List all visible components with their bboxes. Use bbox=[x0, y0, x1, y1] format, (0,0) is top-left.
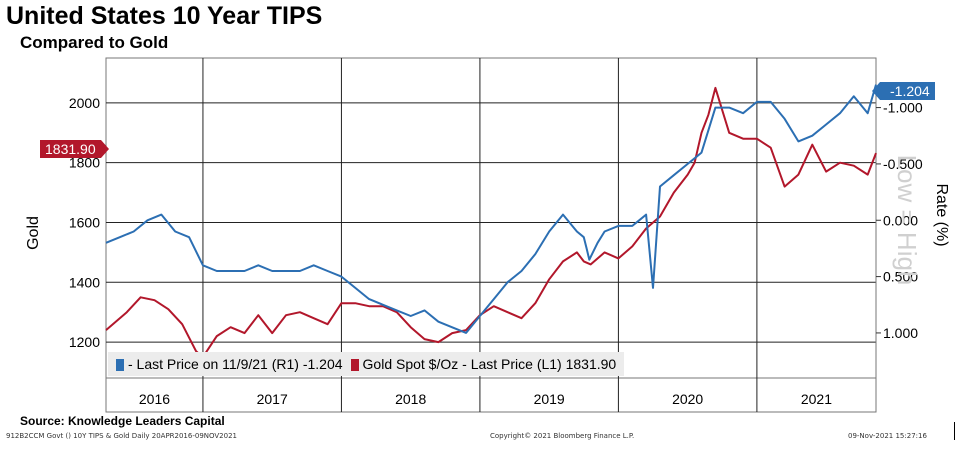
legend: - Last Price on 11/9/21 (R1) -1.204 Gold… bbox=[108, 352, 625, 376]
right-tick-label: -0.500 bbox=[883, 156, 923, 172]
gold-last-price-callout: 1831.90 bbox=[40, 140, 109, 158]
right-tick-label: 0.000 bbox=[883, 212, 918, 228]
legend-label-gold: Gold Spot $/Oz - Last Price (L1) 1831.90 bbox=[362, 356, 617, 372]
legend-label-tips: - Last Price on 11/9/21 (R1) -1.204 bbox=[128, 356, 343, 372]
right-tick-label: 1.000 bbox=[883, 325, 918, 341]
chart-subtitle: Compared to Gold bbox=[20, 33, 169, 52]
y-axis-label-left: Gold bbox=[25, 216, 42, 250]
left-tick-label: 2000 bbox=[69, 95, 100, 111]
tick-labels: 1200 1400 1600 1800 2000 -1.000 -0.500 0.000 0.5… bbox=[69, 95, 923, 407]
x-tick-label: 2017 bbox=[257, 391, 288, 407]
right-tick-label: 0.500 bbox=[883, 269, 918, 285]
legend-item-gold: Gold Spot $/Oz - Last Price (L1) 1831.90 bbox=[350, 356, 617, 372]
x-tick-label: 2018 bbox=[395, 391, 426, 407]
text-cursor bbox=[954, 422, 955, 440]
right-axis-note: Low = High bbox=[892, 155, 922, 286]
footer-meta: 912B2CCM Govt () 10Y TIPS & Gold Daily 2… bbox=[6, 432, 237, 440]
series-lines bbox=[105, 84, 877, 359]
x-tick-label: 2019 bbox=[534, 391, 565, 407]
tips-yield-line bbox=[105, 84, 877, 334]
chart-title: United States 10 Year TIPS bbox=[6, 2, 323, 30]
legend-item-tips: - Last Price on 11/9/21 (R1) -1.204 bbox=[116, 356, 343, 372]
gold-spot-line bbox=[105, 86, 877, 359]
left-tick-label: 1400 bbox=[69, 274, 100, 290]
footer-timestamp: 09-Nov-2021 15:27:16 bbox=[848, 432, 927, 440]
legend-swatch-tips bbox=[116, 359, 124, 372]
legend-swatch-gold bbox=[350, 359, 359, 372]
x-tick-label: 2020 bbox=[672, 391, 703, 407]
source-note: Source: Knowledge Leaders Capital bbox=[20, 414, 225, 428]
left-tick-label: 1200 bbox=[69, 334, 100, 350]
footer-copyright: Copyright© 2021 Bloomberg Finance L.P. bbox=[490, 432, 635, 440]
left-tick-label: 1800 bbox=[69, 155, 100, 171]
tips-last-price-callout: -1.204 bbox=[872, 82, 935, 100]
left-tick-label: 1600 bbox=[69, 214, 100, 230]
x-tick-label: 2016 bbox=[139, 391, 170, 407]
right-tick-label: -1.000 bbox=[883, 100, 923, 116]
x-tick-label: 2021 bbox=[801, 391, 832, 407]
y-axis-label-right: Rate (%) bbox=[933, 183, 950, 246]
